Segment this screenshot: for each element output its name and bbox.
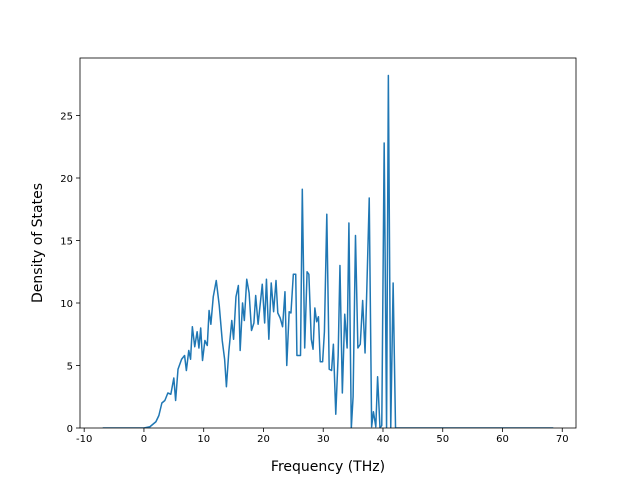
y-tick-label: 25	[60, 112, 73, 123]
line	[102, 74, 554, 428]
x-tick-label: 0	[141, 434, 147, 445]
x-tick-label: 60	[496, 434, 509, 445]
y-tick-label: 0	[67, 424, 73, 435]
y-axis-label: Density of States	[30, 183, 46, 303]
y-tick-label: 10	[60, 299, 73, 310]
y-tick-label: 5	[67, 362, 73, 373]
plot-frame	[79, 57, 577, 429]
y-tick-label: 20	[60, 174, 73, 185]
x-tick-label: -10	[76, 434, 92, 445]
x-axis-label: Frequency (THz)	[271, 459, 385, 475]
x-tick-label: 10	[197, 434, 210, 445]
y-tick-label: 15	[60, 237, 73, 248]
x-tick-label: 70	[556, 434, 569, 445]
x-tick-label: 40	[377, 434, 390, 445]
x-tick-label: 50	[436, 434, 449, 445]
x-tick-label: 30	[317, 434, 330, 445]
x-tick-label: 20	[257, 434, 270, 445]
